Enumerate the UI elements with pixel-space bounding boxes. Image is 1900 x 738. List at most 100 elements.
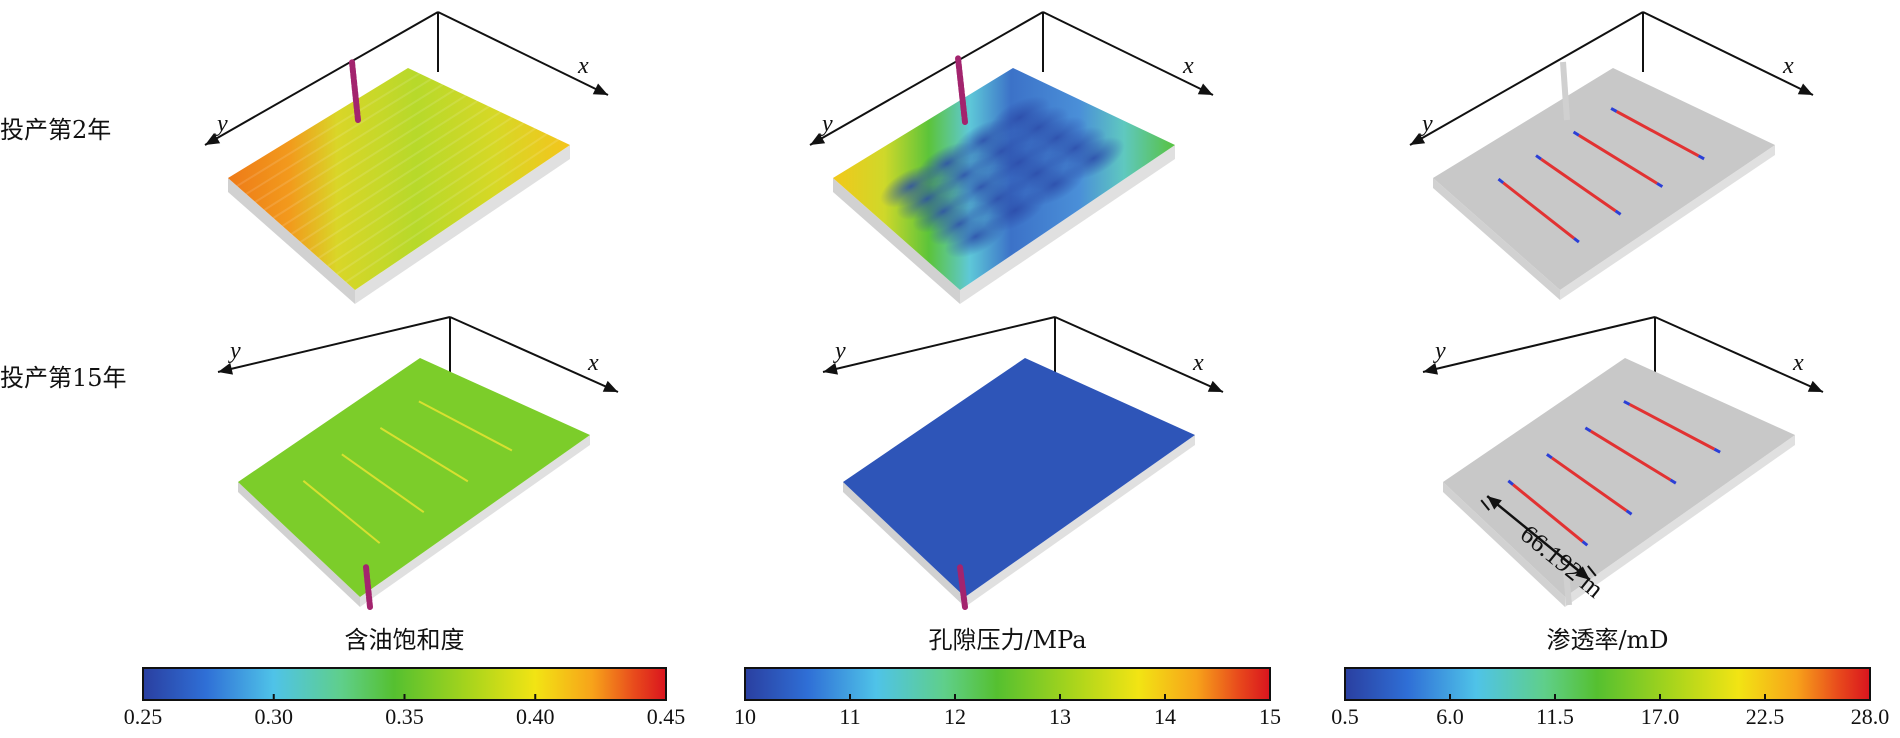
axes-triad: yx [204,11,609,146]
saturation-band [300,111,502,243]
colorbar-tick-label: 11 [839,704,861,729]
well-trajectory [1562,560,1572,606]
well-trajectory [955,55,968,125]
well-trajectory [1560,61,1570,121]
fracture-tip [1625,509,1633,516]
y-axis-label: y [1433,338,1446,364]
colorbar-tick-label: 12 [944,704,966,729]
permeability-slab-side-front [1433,178,1560,300]
x-axis-arrowhead [602,380,618,392]
x-axis-arrowhead [1807,380,1823,392]
panel-permeability-year2: yx [1409,11,1814,300]
x-axis-arrowhead [1197,83,1213,95]
x-axis-line [1054,316,1224,393]
fracture-tip [1656,182,1664,188]
colorbar [142,667,667,701]
depleted-fracture-trace [302,480,381,544]
colorbar-tick-label: 28.0 [1850,704,1890,729]
y-axis-arrowhead [205,132,221,145]
fracture-tip [1623,400,1631,406]
depleted-fracture-trace [341,453,425,514]
y-axis-line [1409,11,1644,146]
fracture-tip [1573,237,1580,244]
colorbar-tick-label: 6.0 [1436,704,1464,729]
depletion-blob [880,164,943,208]
fracture-tip [1545,453,1553,460]
saturation-band [263,89,455,211]
well-segment [349,59,361,123]
x-axis-label: x [1182,53,1194,79]
colorbar [1344,667,1871,701]
x-axis-label: x [1792,350,1804,376]
saturation-slab-side-right [360,435,590,607]
x-axis-arrowhead [1207,380,1223,392]
saturation-slab-top [238,358,590,597]
x-axis-line [1642,11,1814,96]
fracture-core [1615,110,1700,158]
saturation-slab-side-front [238,482,360,607]
pressure-depletion-zones [880,96,1125,258]
saturation-band [345,138,559,283]
well-trajectory [363,564,373,610]
depletion-blob [944,215,1007,258]
saturation-band [309,116,513,251]
colorbar-title: 含油饱和度 [344,626,465,654]
x-axis-line [437,11,609,96]
colorbar-tick-label: 0.40 [516,704,555,729]
fracture-core [1502,181,1575,240]
colorbar-gradient [1344,667,1871,701]
depletion-blob [912,190,975,233]
pressure-slab-side-front [833,178,960,304]
y-axis-line [1422,316,1656,373]
y-axis-arrowhead [1423,362,1439,375]
fracture-tip [1535,154,1542,161]
saturation-band [245,78,432,195]
x-axis-label: x [587,350,599,376]
fracture-tip [1507,479,1515,486]
y-axis-line [217,316,451,373]
dimension-tick [1480,499,1490,511]
dimension-tick [1587,565,1597,577]
permeability-slab-side-right [1560,145,1775,300]
pressure-slab-side-right [960,145,1175,304]
saturation-slab-side-right [355,145,570,304]
colorbar-title: 孔隙压力/MPa [928,626,1087,654]
fracture-core [1551,456,1628,512]
x-axis-line [449,316,619,393]
colorbar-tick-label: 0.30 [254,704,294,729]
saturation-slab-side-front [228,178,355,304]
colorbar [744,667,1271,701]
y-axis-arrowhead [810,132,826,145]
colorbar-tick-label: 22.5 [1745,704,1785,729]
fracture-tip [1572,130,1580,137]
axes-triad: yx [1409,11,1814,146]
pressure-slab-side-right [965,435,1195,607]
depleted-fracture-trace [379,427,469,483]
permeability-slab-top [1433,68,1775,290]
depletion-blob [896,177,959,221]
well-segment [1562,560,1572,606]
panel-permeability-year15: y x66.192 m [1422,316,1824,607]
depletion-blob [928,202,991,246]
colorbar-tick-label: 0.45 [646,704,686,729]
x-axis-label: x [577,53,589,79]
y-axis-arrowhead [1410,132,1426,145]
fracture-core [1512,483,1584,543]
fracture-core [1578,134,1658,185]
well-segment [1560,61,1570,121]
depleted-fractures [302,400,513,544]
permeability-slab-top [1443,358,1795,597]
x-axis-arrowhead [592,83,608,95]
saturation-band [254,83,444,203]
x-axis-label: x [1192,350,1204,376]
saturation-slab-top [228,68,570,290]
saturation-band [336,133,548,275]
pressure-slab-side-front [843,482,965,607]
dimension-arrow-start [1487,496,1502,510]
fracture-tip [1581,540,1589,547]
